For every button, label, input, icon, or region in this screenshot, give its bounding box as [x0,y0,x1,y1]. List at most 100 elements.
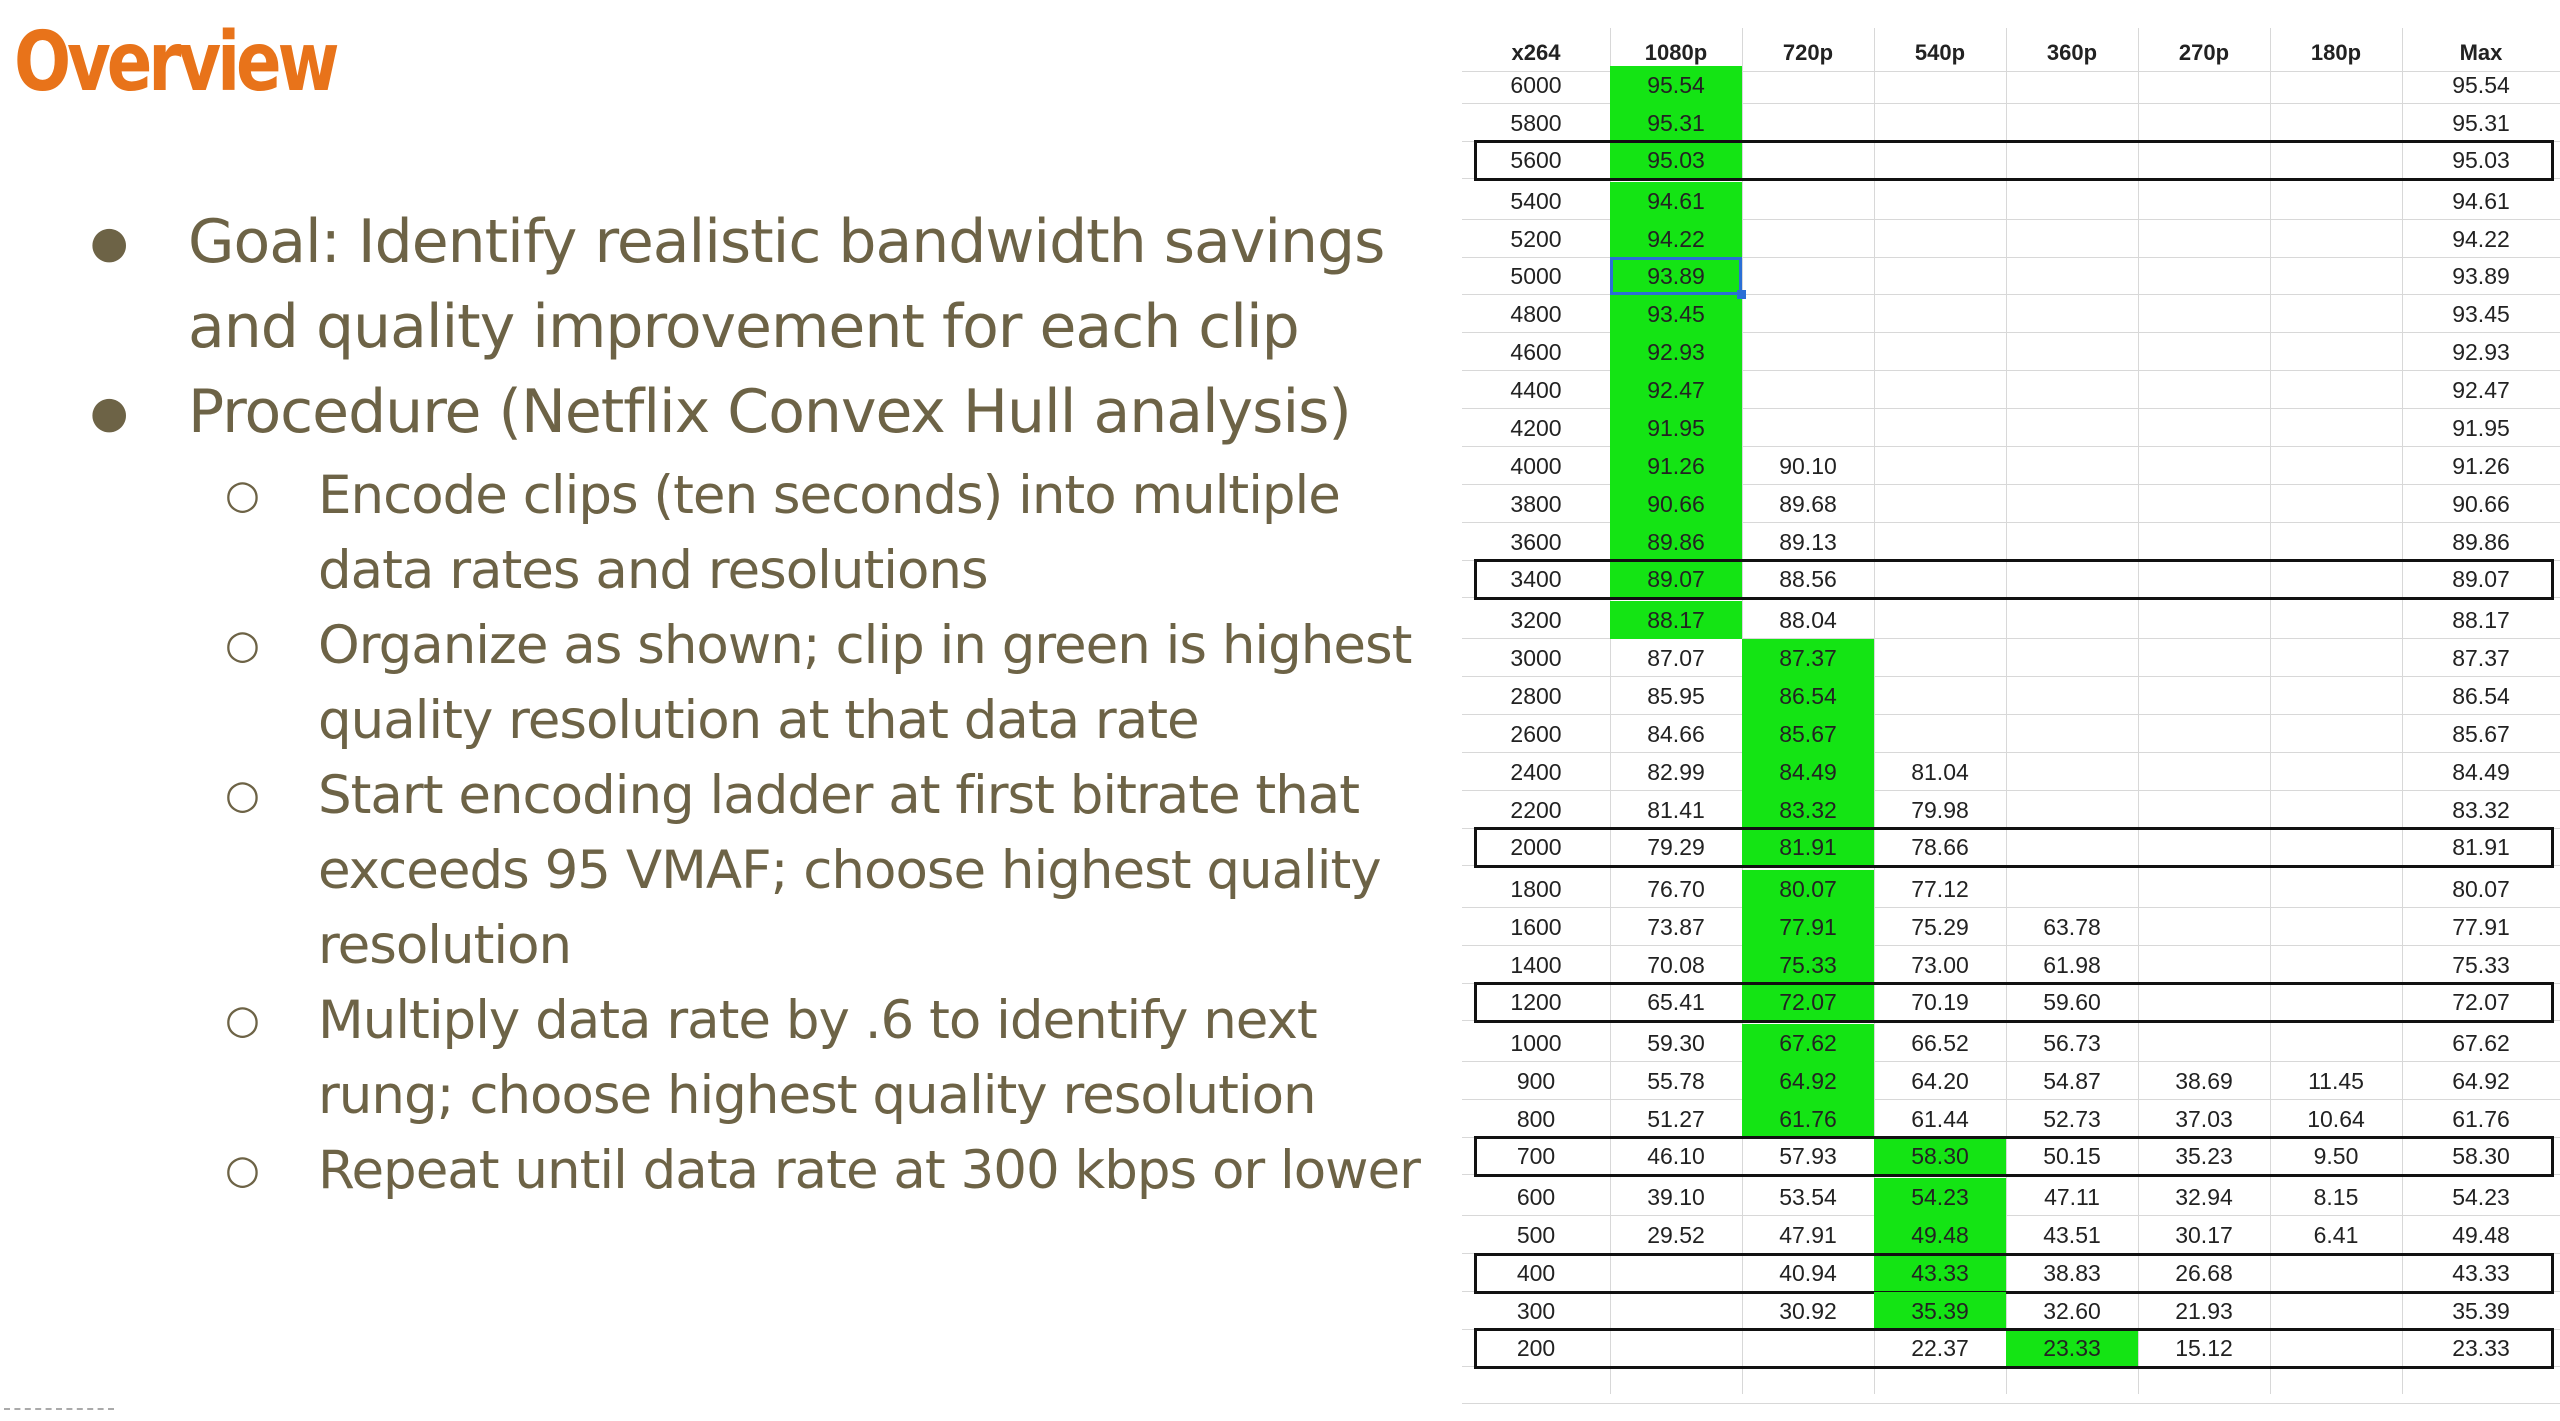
vmaf-cell[interactable] [1874,485,2006,523]
highlighted-vmaf-cell[interactable]: 92.47 [1610,371,1742,409]
vmaf-cell[interactable] [2270,220,2402,258]
vmaf-cell[interactable]: 54.87 [2043,1068,2101,1094]
highlighted-vmaf-cell[interactable]: 84.49 [1742,753,1874,791]
data-rate-cell[interactable]: 3000 [1510,645,1562,671]
vmaf-cell[interactable] [2138,333,2270,371]
data-rate-cell[interactable]: 2600 [1510,721,1562,747]
max-vmaf-cell[interactable]: 35.39 [2452,1298,2510,1324]
vmaf-cell[interactable]: 73.87 [1647,914,1705,940]
max-vmaf-cell[interactable]: 95.03 [2452,147,2510,173]
vmaf-cell[interactable] [1874,560,2006,598]
vmaf-cell[interactable] [2006,220,2138,258]
vmaf-cell[interactable] [2006,409,2138,447]
vmaf-cell[interactable]: 88.56 [1779,566,1837,592]
vmaf-cell[interactable] [2270,66,2402,104]
vmaf-cell[interactable] [2270,639,2402,677]
vmaf-cell[interactable] [2138,828,2270,866]
data-rate-cell[interactable]: 700 [1516,1143,1556,1169]
vmaf-cell[interactable]: 59.60 [2043,989,2101,1015]
vmaf-cell[interactable] [2138,295,2270,333]
highlighted-vmaf-cell[interactable]: 89.07 [1610,560,1742,598]
highlighted-vmaf-cell[interactable]: 87.37 [1742,639,1874,677]
max-vmaf-cell[interactable]: 89.07 [2452,566,2510,592]
vmaf-cell[interactable] [1610,1329,1742,1367]
highlighted-vmaf-cell[interactable]: 86.54 [1742,677,1874,715]
data-rate-cell[interactable]: 1600 [1510,914,1562,940]
max-vmaf-cell[interactable]: 93.45 [2452,301,2510,327]
vmaf-cell[interactable] [2270,1254,2402,1292]
vmaf-cell[interactable]: 46.10 [1647,1143,1705,1169]
vmaf-cell[interactable] [2006,485,2138,523]
highlighted-vmaf-cell[interactable]: 95.31 [1610,104,1742,142]
vmaf-cell[interactable]: 47.11 [2044,1184,2100,1210]
vmaf-cell[interactable] [2006,257,2138,295]
vmaf-cell[interactable] [1874,182,2006,220]
vmaf-cell[interactable] [1874,333,2006,371]
max-vmaf-cell[interactable]: 77.91 [2452,914,2510,940]
vmaf-cell[interactable] [2270,791,2402,829]
vmaf-cell[interactable]: 81.41 [1647,797,1705,823]
max-vmaf-cell[interactable]: 90.66 [2452,491,2510,517]
vmaf-cell[interactable] [2006,560,2138,598]
vmaf-cell[interactable]: 50.15 [2043,1143,2101,1169]
data-rate-cell[interactable]: 3400 [1510,566,1562,592]
column-header-max[interactable]: Max [2459,40,2503,65]
vmaf-cell[interactable] [2006,447,2138,485]
data-rate-cell[interactable]: 3200 [1510,607,1562,633]
vmaf-cell[interactable]: 87.07 [1647,645,1705,671]
vmaf-cell[interactable] [2270,560,2402,598]
max-vmaf-cell[interactable]: 93.89 [2452,263,2510,289]
highlighted-vmaf-cell[interactable]: 91.26 [1610,447,1742,485]
vmaf-cell[interactable]: 65.41 [1647,989,1705,1015]
vmaf-cell[interactable]: 59.30 [1647,1030,1705,1056]
vmaf-cell[interactable] [2138,870,2270,908]
vmaf-cell[interactable]: 61.44 [1911,1106,1969,1132]
vmaf-cell[interactable] [1874,639,2006,677]
vmaf-cell[interactable]: 70.08 [1647,952,1705,978]
vmaf-cell[interactable]: 15.12 [2175,1335,2233,1361]
max-vmaf-cell[interactable]: 75.33 [2452,952,2510,978]
vmaf-cell[interactable] [2270,870,2402,908]
vmaf-cell[interactable] [2138,220,2270,258]
max-vmaf-cell[interactable]: 88.17 [2452,607,2510,633]
vmaf-cell[interactable]: 10.64 [2307,1106,2365,1132]
vmaf-cell[interactable]: 21.93 [2175,1298,2233,1324]
max-vmaf-cell[interactable]: 92.93 [2452,339,2510,365]
vmaf-cell[interactable] [2138,908,2270,946]
max-vmaf-cell[interactable]: 86.54 [2452,683,2510,709]
vmaf-cell[interactable] [1874,601,2006,639]
highlighted-vmaf-cell[interactable]: 95.03 [1610,141,1742,179]
vmaf-cell[interactable]: 64.20 [1911,1068,1969,1094]
vmaf-cell[interactable]: 8.15 [2313,1184,2359,1210]
data-rate-cell[interactable]: 200 [1516,1335,1556,1361]
highlighted-vmaf-cell[interactable]: 23.33 [2006,1329,2138,1367]
vmaf-cell[interactable] [1874,220,2006,258]
vmaf-cell[interactable] [2270,753,2402,791]
vmaf-cell[interactable]: 11.45 [2308,1068,2364,1094]
data-rate-cell[interactable]: 2400 [1510,759,1562,785]
vmaf-cell[interactable] [2138,601,2270,639]
vmaf-cell[interactable] [2006,677,2138,715]
highlighted-vmaf-cell[interactable]: 54.23 [1874,1178,2006,1216]
data-rate-cell[interactable]: 4400 [1510,377,1562,403]
vmaf-cell[interactable] [2138,66,2270,104]
max-vmaf-cell[interactable]: 85.67 [2452,721,2510,747]
vmaf-cell[interactable] [2138,753,2270,791]
highlighted-vmaf-cell[interactable]: 67.62 [1742,1024,1874,1062]
max-vmaf-cell[interactable]: 49.48 [2452,1222,2510,1248]
max-vmaf-cell[interactable]: 61.76 [2452,1106,2510,1132]
vmaf-cell[interactable] [2270,333,2402,371]
vmaf-cell[interactable]: 52.73 [2043,1106,2101,1132]
vmaf-cell[interactable] [2006,523,2138,561]
column-header-1080p[interactable]: 1080p [1644,40,1708,65]
vmaf-cell[interactable]: 90.10 [1779,453,1837,479]
vmaf-cell[interactable]: 89.13 [1779,529,1837,555]
vmaf-cell[interactable] [2006,182,2138,220]
vmaf-cell[interactable] [2006,828,2138,866]
vmaf-cell[interactable] [1742,141,1874,179]
vmaf-cell[interactable] [2270,371,2402,409]
data-rate-cell[interactable]: 2800 [1510,683,1562,709]
max-vmaf-cell[interactable]: 91.26 [2452,453,2510,479]
highlighted-vmaf-cell[interactable]: 92.93 [1610,333,1742,371]
vmaf-cell[interactable]: 47.91 [1779,1222,1837,1248]
